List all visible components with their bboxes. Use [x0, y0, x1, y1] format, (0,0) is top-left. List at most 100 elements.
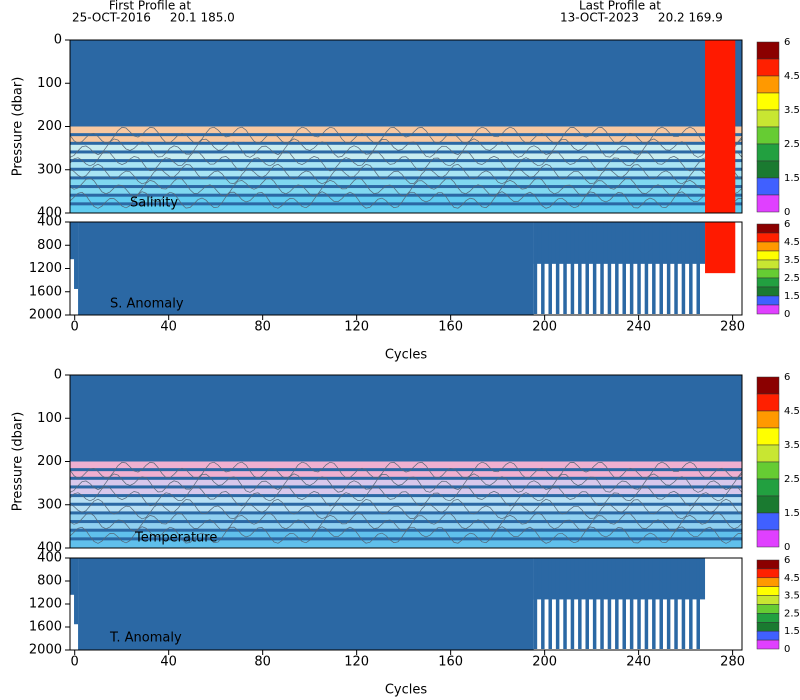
x-tick-label: 200	[532, 320, 557, 335]
colorbar-swatch	[756, 586, 780, 596]
colorbar-label: 3.5	[784, 255, 800, 266]
x-axis-label: Cycles	[385, 348, 428, 363]
column	[652, 558, 656, 649]
contour	[69, 126, 743, 144]
column	[696, 222, 700, 314]
colorbar-label: 4.5	[784, 573, 800, 584]
colorbar-label: 4.5	[784, 71, 800, 82]
stripe-band	[70, 202, 742, 206]
contour	[69, 526, 743, 544]
colorbar-label: 6	[784, 555, 790, 566]
stripe	[70, 504, 742, 514]
contour	[69, 498, 743, 520]
colorbar-swatch	[756, 304, 780, 315]
column	[555, 222, 560, 314]
stripe	[70, 143, 742, 153]
column	[600, 222, 604, 314]
column	[689, 558, 693, 649]
colorbar-label: 3.5	[784, 591, 800, 602]
panel-label: S. Anomaly	[110, 297, 184, 312]
colorbar-label: 1.5	[784, 291, 800, 302]
column	[681, 558, 686, 649]
first-info: 25-OCT-2016 20.1 185.0	[72, 11, 235, 25]
column	[600, 558, 604, 649]
colorbar-swatch	[756, 177, 780, 196]
contour	[69, 512, 743, 532]
fill-step2	[74, 222, 79, 289]
panel-label: T. Anomaly	[109, 631, 182, 646]
x-tick-label: 200	[532, 655, 557, 670]
x-tick-label: 80	[254, 655, 271, 670]
colorbar-swatch	[756, 568, 780, 579]
x-axis-label: Cycles	[385, 683, 428, 698]
colorbar-swatch	[756, 410, 780, 429]
contour	[69, 485, 743, 507]
fill-left	[78, 222, 534, 315]
x-tick-label: 40	[160, 320, 177, 335]
stripe	[70, 522, 742, 531]
colorbar-label: 0	[784, 644, 790, 655]
contour	[69, 150, 743, 172]
y-tick-label: 1200	[29, 597, 62, 612]
fill-right	[533, 558, 706, 600]
x-tick-label: 280	[720, 655, 745, 670]
stripe-band	[70, 502, 742, 506]
colorbar-label: 1.5	[784, 626, 800, 637]
colorbar-swatch	[756, 559, 780, 570]
column	[674, 222, 678, 314]
y-tick-label: 400	[37, 206, 62, 221]
colorbar-label: 2.5	[784, 474, 800, 485]
stripe-band	[70, 520, 742, 524]
colorbar-swatch	[756, 126, 780, 145]
colorbar-swatch	[756, 160, 780, 179]
contour	[69, 177, 743, 197]
contour	[69, 461, 743, 479]
column	[533, 558, 538, 649]
stripe-band	[70, 511, 742, 515]
column	[592, 222, 597, 314]
x-tick-label: 0	[71, 320, 79, 335]
colorbar-swatch	[756, 495, 780, 514]
colorbar-swatch	[756, 223, 780, 234]
contour	[69, 473, 743, 493]
panel-label: Salinity	[130, 196, 178, 211]
colorbar-label: 2.5	[784, 608, 800, 619]
y-tick-label: 800	[37, 574, 62, 589]
colorbar-label: 6	[784, 372, 790, 383]
column	[615, 558, 619, 649]
colorbar-label: 0	[784, 542, 790, 553]
colorbar-label: 1.5	[784, 508, 800, 519]
colorbar-label: 1.5	[784, 173, 800, 184]
colorbar-swatch	[756, 92, 780, 111]
colorbar-swatch	[756, 194, 780, 213]
column	[578, 558, 582, 649]
y-tick-label: 100	[37, 76, 62, 91]
column	[652, 222, 656, 314]
column	[629, 558, 634, 649]
stripe	[70, 161, 742, 170]
stripe-band	[70, 176, 742, 180]
column	[563, 222, 567, 314]
y-tick-label: 0	[54, 33, 62, 48]
contour	[69, 138, 743, 158]
column	[578, 222, 582, 314]
colorbar-swatch	[756, 376, 780, 395]
colorbar-swatch	[756, 143, 780, 162]
colorbar-swatch	[756, 295, 780, 306]
x-tick-label: 120	[344, 655, 369, 670]
column	[607, 558, 612, 649]
stripe-band	[70, 185, 742, 189]
colorbar-swatch	[756, 75, 780, 94]
stripe	[70, 530, 742, 540]
colorbar-swatch	[756, 277, 780, 288]
colorbar-label: 0	[784, 309, 790, 320]
column	[585, 222, 589, 314]
column	[570, 558, 575, 649]
colorbar-swatch	[756, 444, 780, 463]
colorbar-label: 6	[784, 37, 790, 48]
colorbar-swatch	[756, 595, 780, 605]
column	[696, 558, 700, 649]
y-tick-label: 400	[37, 541, 62, 556]
x-tick-label: 40	[160, 655, 177, 670]
